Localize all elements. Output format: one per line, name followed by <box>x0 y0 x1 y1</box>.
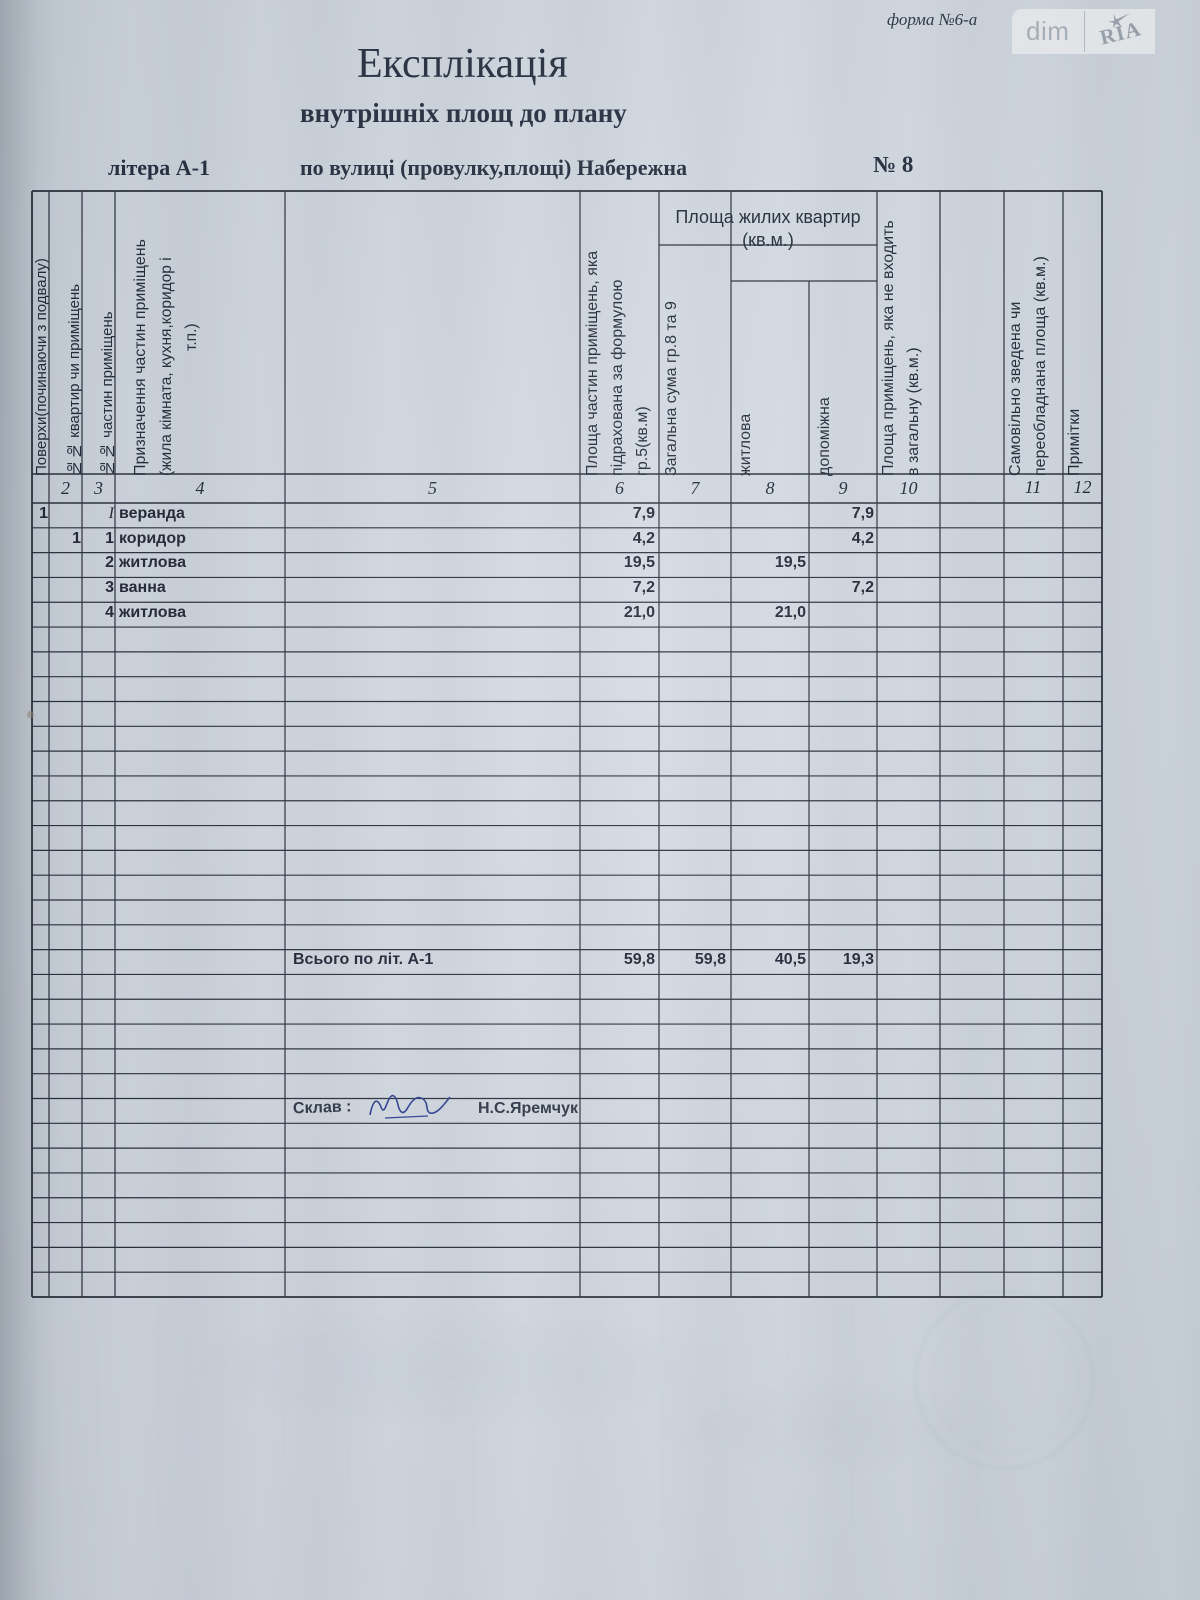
svg-text:RIA: RIA <box>1097 16 1143 49</box>
